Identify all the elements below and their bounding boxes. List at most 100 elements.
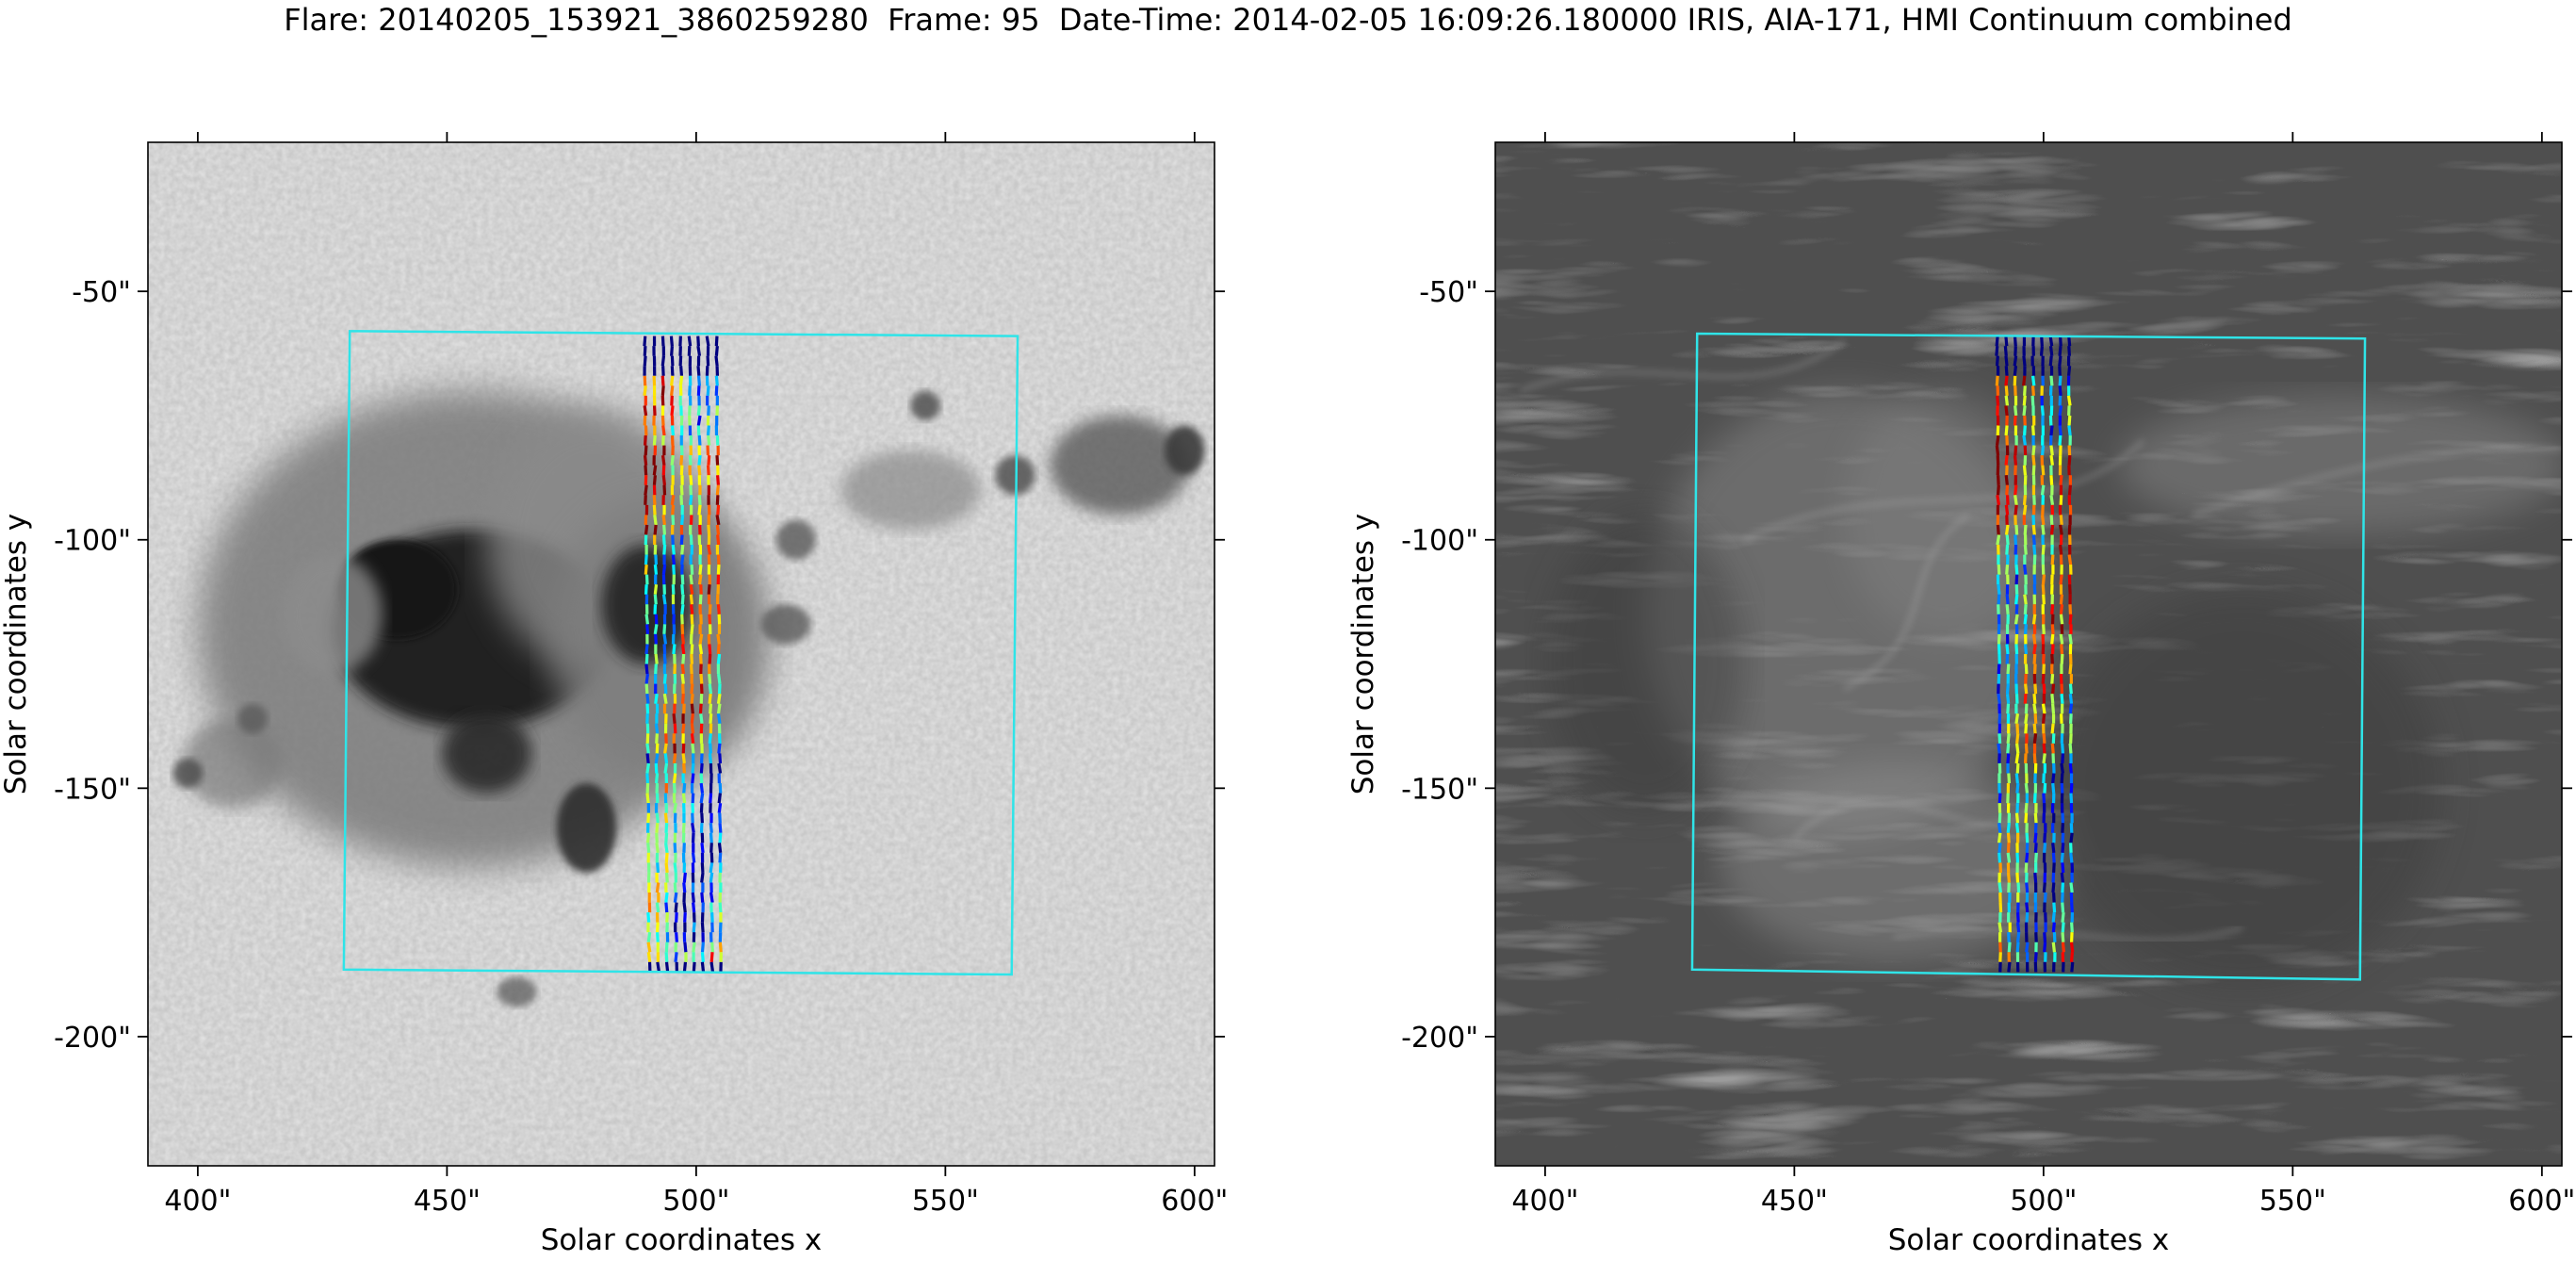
slit-segment — [678, 375, 684, 386]
slit-segment — [2069, 733, 2073, 744]
slit-segment — [680, 604, 685, 615]
slit-segment — [644, 673, 650, 684]
slit-segment — [2042, 624, 2046, 635]
slit-segment — [2031, 465, 2036, 476]
slit-segment — [2007, 773, 2012, 784]
slit-segment — [2050, 554, 2055, 565]
sunspot — [556, 783, 617, 873]
slit-segment — [1997, 743, 2001, 754]
slit-segment — [664, 892, 669, 903]
slit-segment — [690, 713, 694, 724]
y-tick-label: -200" — [54, 1022, 131, 1055]
slit-segment — [2032, 733, 2038, 745]
emission-region — [1844, 390, 2044, 640]
slit-segment — [682, 961, 688, 973]
slit-segment — [2051, 892, 2056, 903]
slit-segment — [664, 961, 670, 973]
slit-segment — [680, 633, 686, 645]
slit-segment — [680, 624, 685, 634]
slit-segment — [716, 703, 722, 714]
sunspot — [282, 554, 383, 675]
slit-segment — [653, 624, 659, 635]
slit-segment — [644, 663, 649, 675]
slit-segment — [2068, 713, 2073, 724]
slit-segment — [705, 336, 710, 347]
slit-segment — [2006, 743, 2011, 754]
slit-segment — [2069, 793, 2074, 804]
slit-segment — [708, 604, 712, 614]
iris-slit-6 — [687, 336, 696, 973]
slit-segment — [718, 753, 723, 764]
slit-segment — [2051, 942, 2057, 953]
slit-segment — [2059, 574, 2063, 585]
slit-segment — [689, 594, 694, 605]
slit-segment — [2059, 495, 2063, 505]
slit-segment — [2067, 455, 2072, 466]
slit-segment — [661, 515, 667, 526]
slit-segment — [716, 504, 721, 516]
slit-segment — [674, 952, 678, 963]
slit-segment — [682, 902, 687, 913]
iris-slit-3 — [660, 336, 670, 973]
slit-segment — [690, 733, 695, 745]
slit-segment — [709, 862, 714, 874]
slit-segment — [2015, 723, 2020, 734]
slit-segment — [2024, 803, 2029, 813]
slit-segment — [2014, 445, 2018, 456]
slit-segment — [2042, 594, 2046, 605]
slit-segment — [680, 574, 685, 585]
slit-segment — [672, 565, 676, 575]
slit-segment — [2014, 604, 2019, 614]
slit-segment — [2023, 614, 2028, 625]
slit-segment — [673, 843, 677, 853]
slit-segment — [1996, 484, 2000, 496]
slit-segment — [654, 693, 659, 704]
slit-segment — [2067, 346, 2071, 356]
slit-segment — [646, 952, 652, 963]
slit-segment — [707, 544, 712, 555]
iris-slit-7 — [696, 336, 706, 973]
slit-segment — [1996, 524, 2000, 535]
slit-segment — [665, 912, 670, 923]
slit-segment — [2059, 475, 2063, 485]
slit-segment — [2049, 515, 2054, 526]
sunspot — [1050, 415, 1190, 516]
slit-segment — [1997, 594, 2001, 605]
slit-segment — [2070, 902, 2074, 913]
slit-segment — [670, 405, 675, 417]
slit-segment — [2033, 713, 2038, 724]
emission-region — [1720, 762, 2069, 962]
slit-segment — [708, 733, 712, 745]
slit-segment — [2015, 762, 2020, 774]
slit-segment — [2014, 823, 2020, 833]
slit-segment — [696, 375, 702, 386]
slit-segment — [708, 644, 712, 655]
slit-segment — [1997, 823, 2002, 833]
slit-segment — [664, 832, 669, 843]
slit-segment — [655, 733, 659, 744]
slit-segment — [2015, 872, 2020, 883]
slit-segment — [653, 515, 658, 526]
slit-segment — [2069, 952, 2075, 962]
slit-segment — [716, 565, 721, 575]
slit-segment — [2015, 743, 2020, 754]
slit-segment — [708, 614, 712, 625]
slit-segment — [2014, 495, 2018, 506]
slit-segment — [682, 762, 686, 774]
slit-segment — [2042, 753, 2046, 764]
slit-segment — [2023, 385, 2027, 396]
slit-segment — [679, 465, 684, 476]
slit-segment — [663, 812, 669, 824]
coronal-loop — [1893, 925, 2243, 942]
slit-segment — [716, 604, 721, 614]
slit-segment — [662, 624, 667, 635]
slit-segment — [2015, 912, 2020, 923]
axes-frame — [1494, 141, 2563, 1167]
slit-segment — [696, 345, 702, 356]
slit-segment — [687, 336, 693, 347]
slit-segment — [646, 812, 651, 824]
y-tick-label: -100" — [54, 525, 131, 558]
slit-segment — [699, 683, 704, 695]
slit-segment — [654, 633, 658, 645]
